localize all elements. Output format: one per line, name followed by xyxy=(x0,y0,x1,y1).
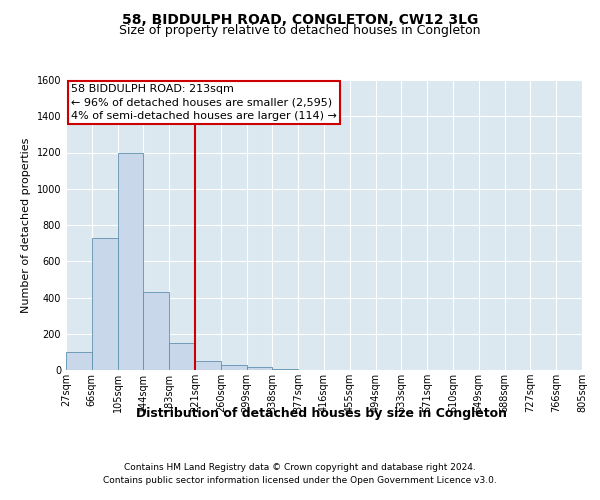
Bar xyxy=(247,368,272,370)
Bar xyxy=(92,238,118,370)
Bar xyxy=(66,352,92,370)
Y-axis label: Number of detached properties: Number of detached properties xyxy=(21,138,31,312)
Text: 58, BIDDULPH ROAD, CONGLETON, CW12 3LG: 58, BIDDULPH ROAD, CONGLETON, CW12 3LG xyxy=(122,12,478,26)
Text: Contains HM Land Registry data © Crown copyright and database right 2024.: Contains HM Land Registry data © Crown c… xyxy=(124,462,476,471)
Bar xyxy=(221,364,247,370)
Bar xyxy=(272,369,298,370)
Bar xyxy=(143,292,169,370)
Text: Size of property relative to detached houses in Congleton: Size of property relative to detached ho… xyxy=(119,24,481,37)
Bar xyxy=(195,361,221,370)
Bar xyxy=(169,343,195,370)
Text: 58 BIDDULPH ROAD: 213sqm
← 96% of detached houses are smaller (2,595)
4% of semi: 58 BIDDULPH ROAD: 213sqm ← 96% of detach… xyxy=(71,84,337,120)
Bar xyxy=(118,152,143,370)
Text: Distribution of detached houses by size in Congleton: Distribution of detached houses by size … xyxy=(136,408,506,420)
Text: Contains public sector information licensed under the Open Government Licence v3: Contains public sector information licen… xyxy=(103,476,497,485)
